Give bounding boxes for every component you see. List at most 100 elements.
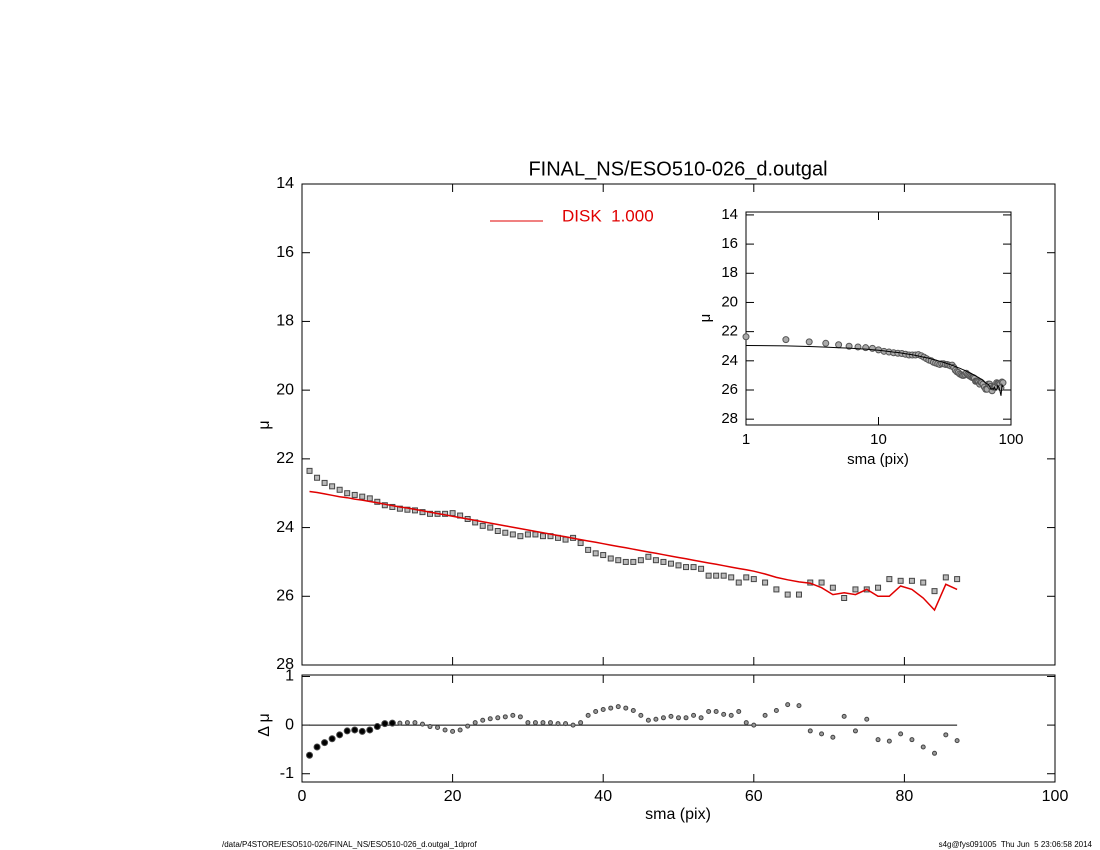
y-axis-label: μ xyxy=(697,314,714,323)
residual-point xyxy=(351,726,359,734)
data-point xyxy=(427,510,434,517)
data-point xyxy=(698,565,705,572)
residual-point xyxy=(510,712,516,718)
residual-point xyxy=(653,716,659,722)
data-point xyxy=(762,579,769,586)
residual-point xyxy=(517,714,523,720)
data-point xyxy=(841,595,848,602)
residual-point xyxy=(943,732,949,738)
data-point xyxy=(329,483,336,490)
data-point xyxy=(875,584,882,591)
y-tick-label: 22 xyxy=(721,323,738,340)
data-point xyxy=(773,586,780,593)
residual-point xyxy=(313,743,321,751)
data-point xyxy=(419,509,426,516)
x-tick-label: 60 xyxy=(745,788,763,805)
data-point xyxy=(389,503,396,510)
y-tick-label: 18 xyxy=(276,313,294,330)
data-point xyxy=(920,579,927,586)
data-point xyxy=(660,558,667,565)
residual-point xyxy=(555,721,561,727)
data-point xyxy=(637,557,644,564)
data-point xyxy=(705,572,712,579)
residual-point xyxy=(487,716,493,722)
data-point xyxy=(404,506,411,513)
residual-point xyxy=(638,712,644,718)
data-point xyxy=(336,486,343,493)
data-point xyxy=(667,560,674,567)
y-tick-label: 26 xyxy=(276,588,294,605)
residual-point xyxy=(898,731,904,737)
x-axis-label: sma (pix) xyxy=(847,451,909,468)
residual-point xyxy=(830,734,836,740)
residual-point xyxy=(773,708,779,714)
residual-point xyxy=(343,727,351,735)
residual-point xyxy=(585,712,591,718)
data-point xyxy=(886,576,893,583)
y-tick-label: 16 xyxy=(721,235,738,252)
residual-point xyxy=(381,720,389,728)
data-point xyxy=(502,529,509,536)
residual-point xyxy=(412,720,418,726)
data-point xyxy=(690,564,697,571)
residual-point xyxy=(676,715,681,721)
y-tick-label: -1 xyxy=(280,765,294,782)
residual-point xyxy=(796,703,802,709)
data-point xyxy=(532,531,539,538)
data-point xyxy=(829,584,836,591)
residual-point xyxy=(435,725,441,731)
residual-point xyxy=(366,726,374,734)
residual-point xyxy=(807,728,813,734)
residual-point xyxy=(388,719,396,727)
data-point xyxy=(720,572,727,579)
inset-point xyxy=(782,336,790,344)
data-point xyxy=(908,577,915,584)
residual-point xyxy=(841,713,847,719)
residual-point xyxy=(532,720,538,726)
data-point xyxy=(750,576,757,583)
data-point xyxy=(314,474,321,481)
y-tick-label: 22 xyxy=(276,450,294,467)
residual-point xyxy=(691,712,697,718)
inset-point xyxy=(999,379,1007,387)
residual-point xyxy=(465,723,471,729)
chart-title: FINAL_NS/ESO510-026_d.outgal xyxy=(528,158,827,180)
data-point xyxy=(852,586,859,593)
residual-point xyxy=(875,737,881,743)
data-point xyxy=(784,591,791,598)
data-point xyxy=(622,558,629,565)
x-tick-label: 10 xyxy=(870,431,887,448)
y-tick-label: 20 xyxy=(721,293,738,310)
residual-point xyxy=(721,711,727,717)
data-point xyxy=(539,533,546,540)
residual-point xyxy=(713,708,719,714)
data-point xyxy=(942,574,949,581)
residual-point xyxy=(306,751,314,759)
data-point xyxy=(683,564,690,571)
footer-right: s4g@fys091005 Thu Jun 5 23:06:58 2014 xyxy=(939,840,1093,849)
residual-point xyxy=(728,712,734,718)
residual-point xyxy=(502,714,508,720)
residual-point xyxy=(321,739,329,747)
data-point xyxy=(479,522,486,529)
residual-point xyxy=(427,724,433,730)
residual-point xyxy=(419,721,425,727)
y-tick-label: 28 xyxy=(721,410,738,427)
data-point xyxy=(615,557,622,564)
residual-point xyxy=(397,720,403,726)
residual-point xyxy=(630,708,636,714)
residual-point xyxy=(668,713,674,719)
residual-point xyxy=(886,738,892,744)
data-point xyxy=(735,579,742,586)
y-tick-label: 20 xyxy=(276,381,294,398)
data-point xyxy=(306,467,313,474)
data-point xyxy=(449,510,456,517)
residual-point xyxy=(328,735,336,743)
x-tick-label: 20 xyxy=(444,788,462,805)
residual-point xyxy=(660,715,666,721)
inset-point xyxy=(805,338,813,346)
y-axis-label: Δ μ xyxy=(256,713,273,736)
data-point xyxy=(577,540,584,547)
residual-point xyxy=(706,708,712,714)
